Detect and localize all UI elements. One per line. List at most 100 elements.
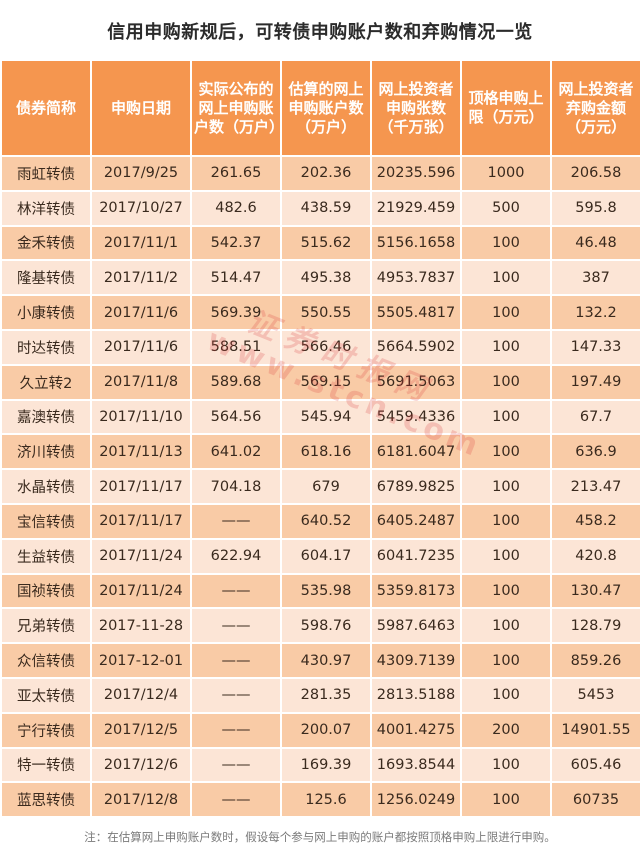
cell-abandoned-amount: 147.33: [552, 330, 640, 366]
cell-subscription-limit: 100: [462, 296, 550, 331]
cell-subscription-limit: 100: [462, 330, 550, 366]
cell-bond-name: 隆基转债: [2, 261, 90, 297]
cell-estimated-accounts: 640.52: [282, 504, 370, 540]
cell-actual-accounts: ——: [192, 574, 280, 610]
cell-bond-name: 宝信转债: [2, 504, 90, 540]
cell-estimated-accounts: 569.15: [282, 365, 370, 401]
cell-abandoned-amount: 5453: [552, 678, 640, 714]
cell-subscription-date: 2017/12/8: [92, 783, 190, 819]
table-row: 国祯转债 2017/11/24 —— 535.98 5359.8173 100 130.47: [2, 574, 640, 610]
table-row: 雨虹转债 2017/9/25 261.65 202.36 20235.596 1000 20…: [2, 157, 640, 192]
cell-actual-accounts: 482.6: [192, 191, 280, 227]
table-header-row: 债券简称 申购日期 实际公布的网上申购账户数（万户） 估算的网上申购账户数（万户…: [2, 61, 640, 157]
bond-subscription-table-container: 债券简称 申购日期 实际公布的网上申购账户数（万户） 估算的网上申购账户数（万户…: [2, 61, 640, 819]
cell-subscription-count: 5505.4817: [372, 296, 460, 331]
table-row: 亚太转债 2017/12/4 —— 281.35 2813.5188 100 5453: [2, 678, 640, 714]
table-body: 雨虹转债 2017/9/25 261.65 202.36 20235.596 1000 20…: [2, 157, 640, 819]
cell-bond-name: 亚太转债: [2, 678, 90, 714]
cell-abandoned-amount: 128.79: [552, 609, 640, 645]
cell-subscription-limit: 100: [462, 748, 550, 784]
cell-subscription-count: 5691.5063: [372, 365, 460, 401]
footnote: 注：在估算网上申购账户数时，假设每个参与网上申购的账户都按照顶格申购上限进行申购…: [84, 830, 556, 844]
cell-bond-name: 嘉澳转债: [2, 400, 90, 436]
cell-abandoned-amount: 420.8: [552, 539, 640, 575]
cell-estimated-accounts: 200.07: [282, 713, 370, 749]
cell-abandoned-amount: 60735: [552, 783, 640, 819]
cell-estimated-accounts: 535.98: [282, 574, 370, 610]
cell-subscription-date: 2017/11/6: [92, 296, 190, 331]
cell-abandoned-amount: 605.46: [552, 748, 640, 784]
cell-subscription-count: 21929.459: [372, 191, 460, 227]
cell-actual-accounts: 514.47: [192, 261, 280, 297]
cell-actual-accounts: ——: [192, 678, 280, 714]
table-row: 蓝思转债 2017/12/8 —— 125.6 1256.0249 100 60735: [2, 783, 640, 819]
cell-subscription-limit: 100: [462, 400, 550, 436]
cell-actual-accounts: 588.51: [192, 330, 280, 366]
cell-subscription-limit: 100: [462, 435, 550, 471]
header-estimated-accounts: 估算的网上申购账户数（万户）: [282, 61, 370, 157]
cell-subscription-count: 1693.8544: [372, 748, 460, 784]
cell-subscription-date: 2017/11/24: [92, 574, 190, 610]
cell-subscription-date: 2017/9/25: [92, 157, 190, 192]
cell-bond-name: 时达转债: [2, 330, 90, 366]
cell-abandoned-amount: 595.8: [552, 191, 640, 227]
cell-bond-name: 林洋转债: [2, 191, 90, 227]
table-row: 嘉澳转债 2017/11/10 564.56 545.94 5459.4336 100 67…: [2, 400, 640, 436]
cell-actual-accounts: ——: [192, 644, 280, 679]
cell-estimated-accounts: 550.55: [282, 296, 370, 331]
cell-subscription-date: 2017/11/17: [92, 470, 190, 505]
cell-actual-accounts: 641.02: [192, 435, 280, 471]
cell-abandoned-amount: 67.7: [552, 400, 640, 436]
cell-subscription-date: 2017/11/13: [92, 435, 190, 471]
header-bond-name: 债券简称: [2, 61, 90, 157]
cell-subscription-date: 2017/12/4: [92, 678, 190, 714]
header-subscription-count: 网上投资者申购张数（千万张）: [372, 61, 460, 157]
cell-subscription-date: 2017/11/17: [92, 504, 190, 540]
cell-subscription-limit: 100: [462, 470, 550, 505]
cell-actual-accounts: 589.68: [192, 365, 280, 401]
cell-bond-name: 特一转债: [2, 748, 90, 784]
cell-subscription-limit: 100: [462, 644, 550, 679]
cell-subscription-date: 2017/11/8: [92, 365, 190, 401]
cell-actual-accounts: 564.56: [192, 400, 280, 436]
cell-abandoned-amount: 636.9: [552, 435, 640, 471]
cell-actual-accounts: 542.37: [192, 226, 280, 262]
cell-actual-accounts: 261.65: [192, 157, 280, 192]
cell-actual-accounts: ——: [192, 609, 280, 645]
cell-estimated-accounts: 566.46: [282, 330, 370, 366]
cell-subscription-limit: 500: [462, 191, 550, 227]
cell-subscription-date: 2017/11/24: [92, 539, 190, 575]
cell-subscription-limit: 100: [462, 678, 550, 714]
header-subscription-limit: 顶格申购上限（万元）: [462, 61, 550, 157]
cell-subscription-date: 2017/11/1: [92, 226, 190, 262]
cell-subscription-count: 5664.5902: [372, 330, 460, 366]
cell-subscription-date: 2017/11/10: [92, 400, 190, 436]
header-subscription-date: 申购日期: [92, 61, 190, 157]
cell-bond-name: 金禾转债: [2, 226, 90, 262]
cell-actual-accounts: 704.18: [192, 470, 280, 505]
cell-subscription-count: 6041.7235: [372, 539, 460, 575]
table-row: 金禾转债 2017/11/1 542.37 515.62 5156.1658 100 46.…: [2, 226, 640, 262]
cell-actual-accounts: ——: [192, 504, 280, 540]
cell-subscription-limit: 1000: [462, 157, 550, 192]
table-row: 宁行转债 2017/12/5 —— 200.07 4001.4275 200 14901.5…: [2, 713, 640, 749]
cell-subscription-count: 2813.5188: [372, 678, 460, 714]
cell-subscription-date: 2017/10/27: [92, 191, 190, 227]
cell-bond-name: 宁行转债: [2, 713, 90, 749]
table-row: 隆基转债 2017/11/2 514.47 495.38 4953.7837 100 387: [2, 261, 640, 297]
cell-abandoned-amount: 132.2: [552, 296, 640, 331]
table-row: 兄弟转债 2017-11-28 —— 598.76 5987.6463 100 128.79: [2, 609, 640, 645]
cell-estimated-accounts: 604.17: [282, 539, 370, 575]
cell-bond-name: 生益转债: [2, 539, 90, 575]
cell-estimated-accounts: 495.38: [282, 261, 370, 297]
cell-estimated-accounts: 169.39: [282, 748, 370, 784]
cell-subscription-count: 5987.6463: [372, 609, 460, 645]
header-abandoned-amount: 网上投资者弃购金额（万元）: [552, 61, 640, 157]
cell-subscription-date: 2017-12-01: [92, 644, 190, 679]
cell-subscription-count: 5359.8173: [372, 574, 460, 610]
cell-abandoned-amount: 213.47: [552, 470, 640, 505]
cell-subscription-limit: 100: [462, 226, 550, 262]
cell-bond-name: 兄弟转债: [2, 609, 90, 645]
cell-subscription-limit: 100: [462, 609, 550, 645]
cell-estimated-accounts: 618.16: [282, 435, 370, 471]
